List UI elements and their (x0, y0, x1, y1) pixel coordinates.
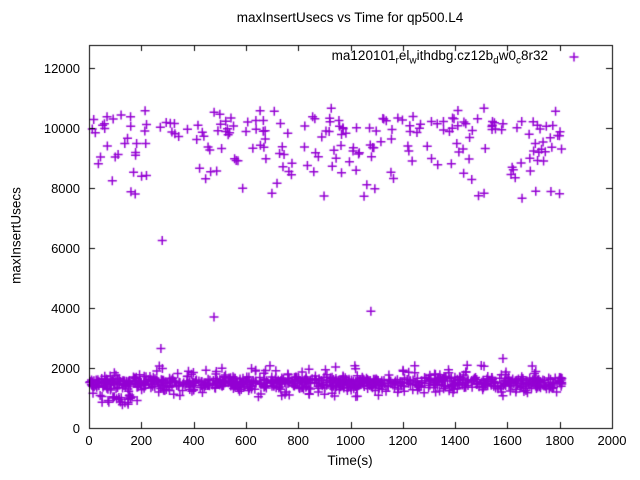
legend-label-text: w0 (498, 48, 516, 63)
y-tick-label-10000: 10000 (43, 121, 80, 136)
y-tick-label-2000: 2000 (51, 361, 80, 376)
x-tick-label-200: 200 (130, 433, 153, 448)
x-tick-label-600: 600 (235, 433, 257, 448)
legend-label-text: ithdbg.cz12b (416, 48, 494, 63)
y-tick-label-6000: 6000 (51, 241, 80, 256)
legend-series-label: ma120101relwithdbg.cz12bdw0c8r32 (331, 48, 548, 66)
y-tick-label-4000: 4000 (51, 301, 80, 316)
y-tick-label-8000: 8000 (51, 181, 80, 196)
x-tick-label-1400: 1400 (440, 433, 470, 448)
x-tick-label-0: 0 (85, 433, 93, 448)
x-tick-label-800: 800 (287, 433, 310, 448)
x-axis-label: Time(s) (327, 453, 373, 468)
y-axis-label: maxInsertUsecs (8, 187, 24, 284)
x-tick-label-1600: 1600 (492, 433, 522, 448)
legend-label-subscript: d (493, 55, 499, 67)
legend-label-subscript: r (395, 55, 399, 67)
legend-label-subscript: w (409, 55, 417, 67)
y-tick-label-0: 0 (72, 421, 80, 436)
legend-label-text: ma120101 (331, 48, 396, 63)
legend-entry: ma120101relwithdbg.cz12bdw0c8r32 (331, 48, 548, 66)
x-tick-label-1000: 1000 (336, 433, 365, 448)
x-tick-label-1200: 1200 (388, 433, 418, 448)
x-tick-label-1800: 1800 (545, 433, 575, 448)
legend-label-subscript: c (515, 55, 521, 67)
x-tick-label-400: 400 (182, 433, 205, 448)
legend-label-text: el (398, 48, 410, 63)
x-tick-label-2000: 2000 (597, 433, 627, 448)
y-tick-label-12000: 12000 (43, 61, 80, 76)
legend-label-text: 8r32 (520, 48, 548, 63)
chart-title: maxInsertUsecs vs Time for qp500.L4 (236, 10, 464, 25)
